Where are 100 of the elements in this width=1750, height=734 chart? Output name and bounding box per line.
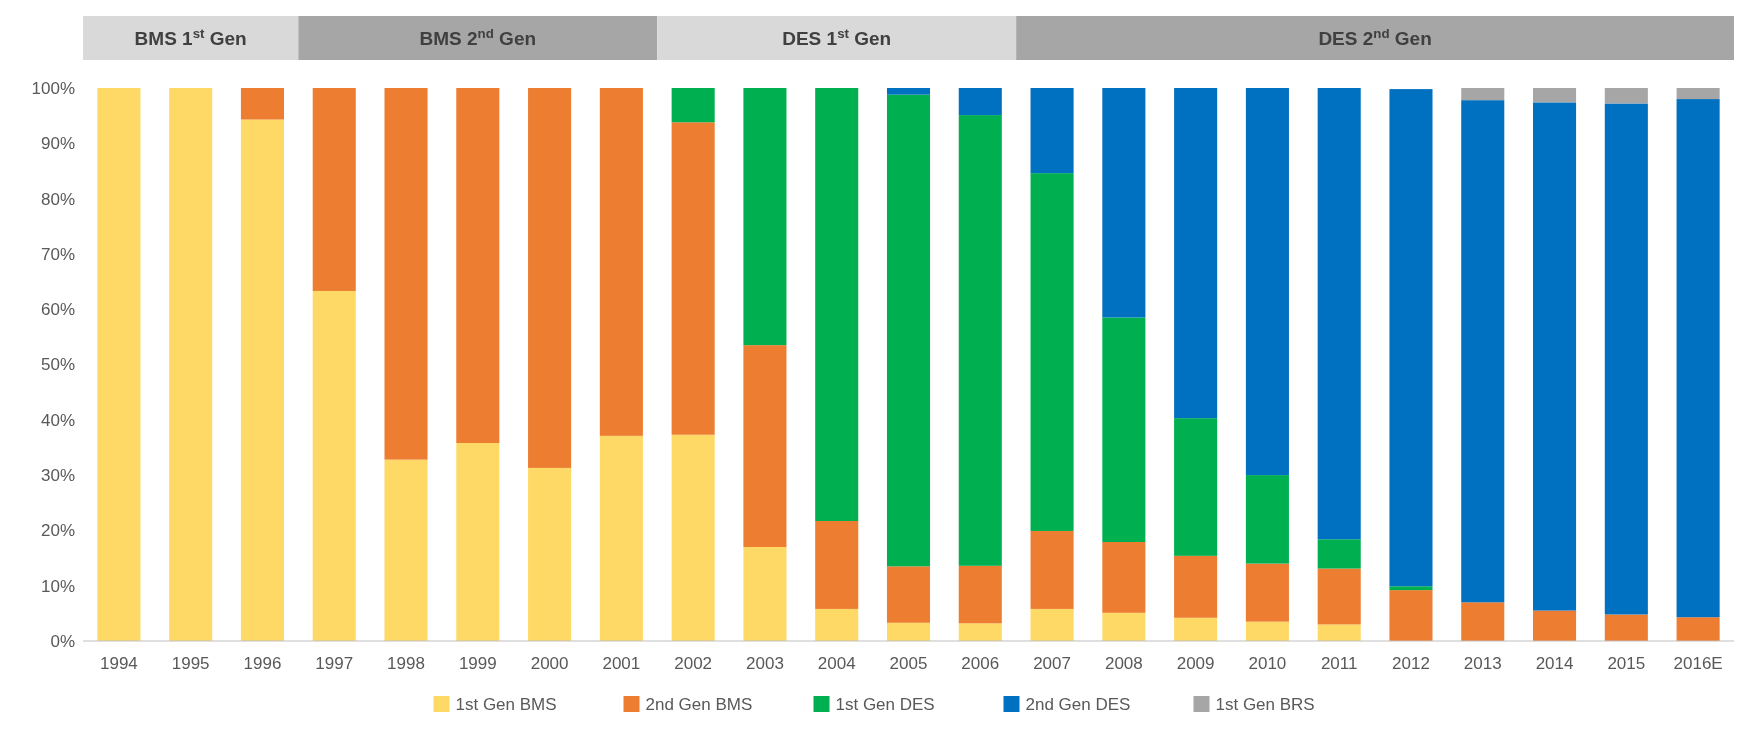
bar bbox=[312, 290, 356, 641]
bar bbox=[815, 608, 859, 641]
bar bbox=[97, 88, 141, 641]
y-tick-label: 30% bbox=[40, 466, 75, 486]
x-tick-label: 2012 bbox=[1392, 654, 1430, 673]
x-tick-label: 2008 bbox=[1104, 654, 1143, 673]
bar bbox=[1245, 621, 1289, 641]
x-tick-label: 2004 bbox=[817, 654, 856, 673]
x-tick-label: 2011 bbox=[1320, 654, 1358, 673]
bar bbox=[1102, 88, 1146, 318]
bar bbox=[886, 88, 931, 95]
bar bbox=[1102, 317, 1146, 543]
x-tick-label: 1998 bbox=[387, 654, 425, 673]
x-tick-label: 2014 bbox=[1535, 654, 1574, 673]
header-box: DES 2$^{nd}$ Gen bbox=[1016, 16, 1734, 60]
bar bbox=[599, 88, 643, 436]
bar bbox=[169, 88, 213, 641]
bar bbox=[886, 94, 931, 567]
bar bbox=[1604, 614, 1648, 641]
bar bbox=[886, 566, 931, 623]
x-tick-label: 2013 bbox=[1463, 654, 1502, 673]
legend-label: 1st Gen BMS bbox=[455, 695, 557, 714]
bar bbox=[815, 88, 859, 521]
bar bbox=[886, 622, 931, 641]
legend-label: 2nd Gen DES bbox=[1025, 695, 1131, 714]
bar bbox=[1676, 88, 1720, 100]
bar bbox=[1389, 586, 1433, 591]
x-tick-label: 2009 bbox=[1176, 654, 1215, 673]
x-tick-label: 2000 bbox=[530, 654, 569, 673]
bar bbox=[1533, 610, 1577, 641]
bar bbox=[1174, 617, 1218, 641]
y-tick-label: 70% bbox=[40, 244, 75, 264]
bar bbox=[1389, 590, 1433, 641]
bar bbox=[1676, 617, 1720, 641]
x-tick-label: 2005 bbox=[889, 654, 928, 673]
bar bbox=[1461, 88, 1505, 101]
x-tick-label: 2007 bbox=[1033, 654, 1071, 673]
x-tick-label: 1996 bbox=[243, 654, 282, 673]
bar bbox=[1533, 102, 1577, 611]
bar bbox=[1245, 88, 1289, 476]
bar bbox=[1102, 542, 1146, 613]
bar bbox=[671, 88, 715, 123]
bar bbox=[1245, 475, 1289, 564]
bar bbox=[240, 88, 284, 120]
header-box: DES 1$^{st}$ Gen bbox=[657, 16, 1017, 60]
x-tick-label: 2015 bbox=[1607, 654, 1646, 673]
x-tick-label: 2016E bbox=[1673, 654, 1723, 673]
bar bbox=[958, 115, 1002, 566]
bar bbox=[456, 88, 500, 444]
legend-label: 1st Gen BRS bbox=[1215, 695, 1315, 714]
bar bbox=[743, 88, 787, 346]
bar bbox=[743, 345, 787, 547]
bar bbox=[1604, 103, 1648, 615]
bar bbox=[1604, 88, 1648, 104]
bar bbox=[1317, 568, 1361, 625]
bar bbox=[671, 434, 715, 641]
bar bbox=[599, 435, 643, 641]
bar bbox=[312, 88, 356, 291]
bar bbox=[1174, 555, 1218, 618]
bar bbox=[1245, 563, 1289, 622]
bar bbox=[1030, 530, 1074, 609]
y-tick-label: 20% bbox=[40, 521, 75, 541]
header-box: BMS 1$^{st}$ Gen bbox=[83, 16, 299, 60]
x-tick-label: 1999 bbox=[458, 654, 497, 673]
legend-label: 2nd Gen BMS bbox=[645, 695, 753, 714]
x-tick-label: 1997 bbox=[315, 654, 354, 673]
bar bbox=[240, 119, 284, 641]
y-tick-label: 60% bbox=[40, 300, 75, 320]
x-tick-label: 2003 bbox=[746, 654, 784, 673]
bar bbox=[1317, 539, 1361, 569]
y-tick-label: 40% bbox=[40, 410, 75, 430]
header-box: BMS 2$^{nd}$ Gen bbox=[298, 16, 658, 60]
bar bbox=[743, 546, 787, 641]
bar bbox=[1102, 612, 1146, 641]
bar bbox=[958, 623, 1002, 641]
bar bbox=[1030, 173, 1074, 531]
bar bbox=[1676, 99, 1720, 618]
x-tick-label: 1995 bbox=[171, 654, 210, 673]
x-tick-label: 2002 bbox=[674, 654, 713, 673]
x-tick-label: 2010 bbox=[1248, 654, 1287, 673]
bar bbox=[1461, 602, 1505, 641]
y-tick-label: 0% bbox=[50, 631, 75, 651]
bar bbox=[1030, 88, 1074, 174]
y-tick-label: 90% bbox=[40, 134, 75, 154]
bar bbox=[1533, 88, 1577, 103]
bar bbox=[958, 565, 1002, 624]
bar bbox=[1317, 88, 1361, 540]
y-tick-label: 10% bbox=[40, 576, 75, 596]
bar bbox=[815, 521, 859, 609]
bar bbox=[1174, 88, 1218, 419]
legend-label: 1st Gen DES bbox=[835, 695, 935, 714]
bar bbox=[1317, 624, 1361, 641]
bar bbox=[384, 459, 428, 641]
x-tick-label: 1994 bbox=[99, 654, 138, 673]
bar bbox=[1461, 100, 1505, 603]
bar bbox=[1030, 608, 1074, 641]
y-tick-label: 50% bbox=[40, 355, 75, 375]
y-tick-label: 80% bbox=[40, 189, 75, 209]
bar bbox=[528, 467, 572, 641]
bar bbox=[671, 122, 715, 435]
